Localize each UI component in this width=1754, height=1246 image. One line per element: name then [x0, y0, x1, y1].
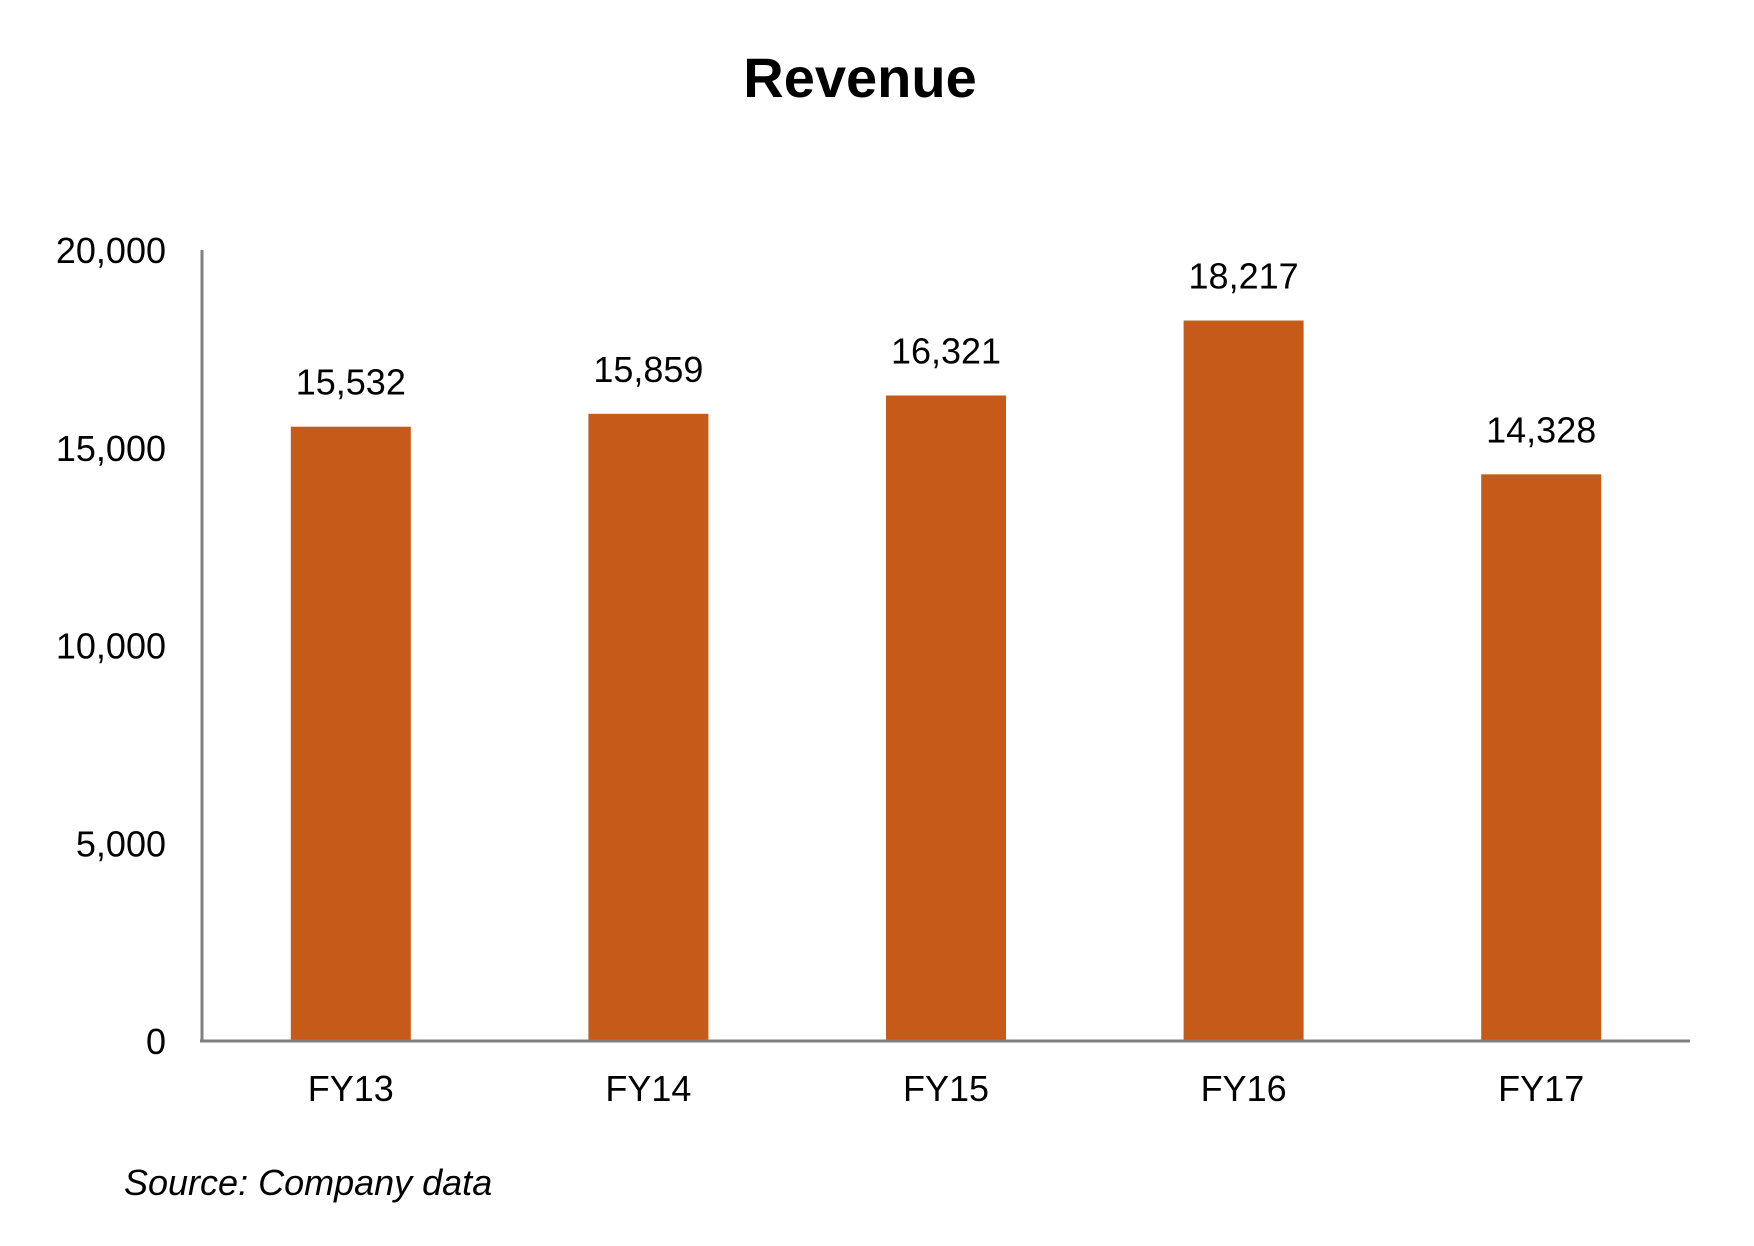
bar — [1183, 320, 1304, 1041]
chart-title: Revenue — [743, 46, 976, 109]
data-labels: 15,532 15,859 16,321 18,217 14,328 — [296, 256, 1597, 451]
x-tick-label: FY15 — [903, 1068, 989, 1109]
source-footnote: Source: Company data — [124, 1162, 492, 1203]
bar-value-label: 15,532 — [296, 362, 406, 403]
x-axis-tick-labels: FY13 FY14 FY15 FY16 FY17 — [308, 1068, 1584, 1109]
x-tick-label: FY14 — [605, 1068, 691, 1109]
bar-value-label: 16,321 — [891, 331, 1001, 372]
bar — [1481, 474, 1602, 1041]
bar-value-label: 15,859 — [593, 349, 703, 390]
x-tick-label: FY13 — [308, 1068, 394, 1109]
bars — [290, 320, 1602, 1041]
y-tick-label: 5,000 — [76, 823, 166, 864]
y-tick-label: 15,000 — [56, 428, 166, 469]
y-tick-label: 20,000 — [56, 230, 166, 271]
bar-value-label: 14,328 — [1486, 409, 1596, 450]
x-tick-label: FY17 — [1498, 1068, 1584, 1109]
y-tick-label: 10,000 — [56, 626, 166, 667]
bar — [886, 395, 1006, 1041]
y-tick-label: 0 — [146, 1021, 166, 1062]
bar — [588, 413, 709, 1041]
y-axis-tick-labels: 0 5,000 10,000 15,000 20,000 — [56, 230, 166, 1062]
x-tick-label: FY16 — [1201, 1068, 1287, 1109]
bar-value-label: 18,217 — [1189, 256, 1299, 297]
bar — [290, 426, 411, 1041]
